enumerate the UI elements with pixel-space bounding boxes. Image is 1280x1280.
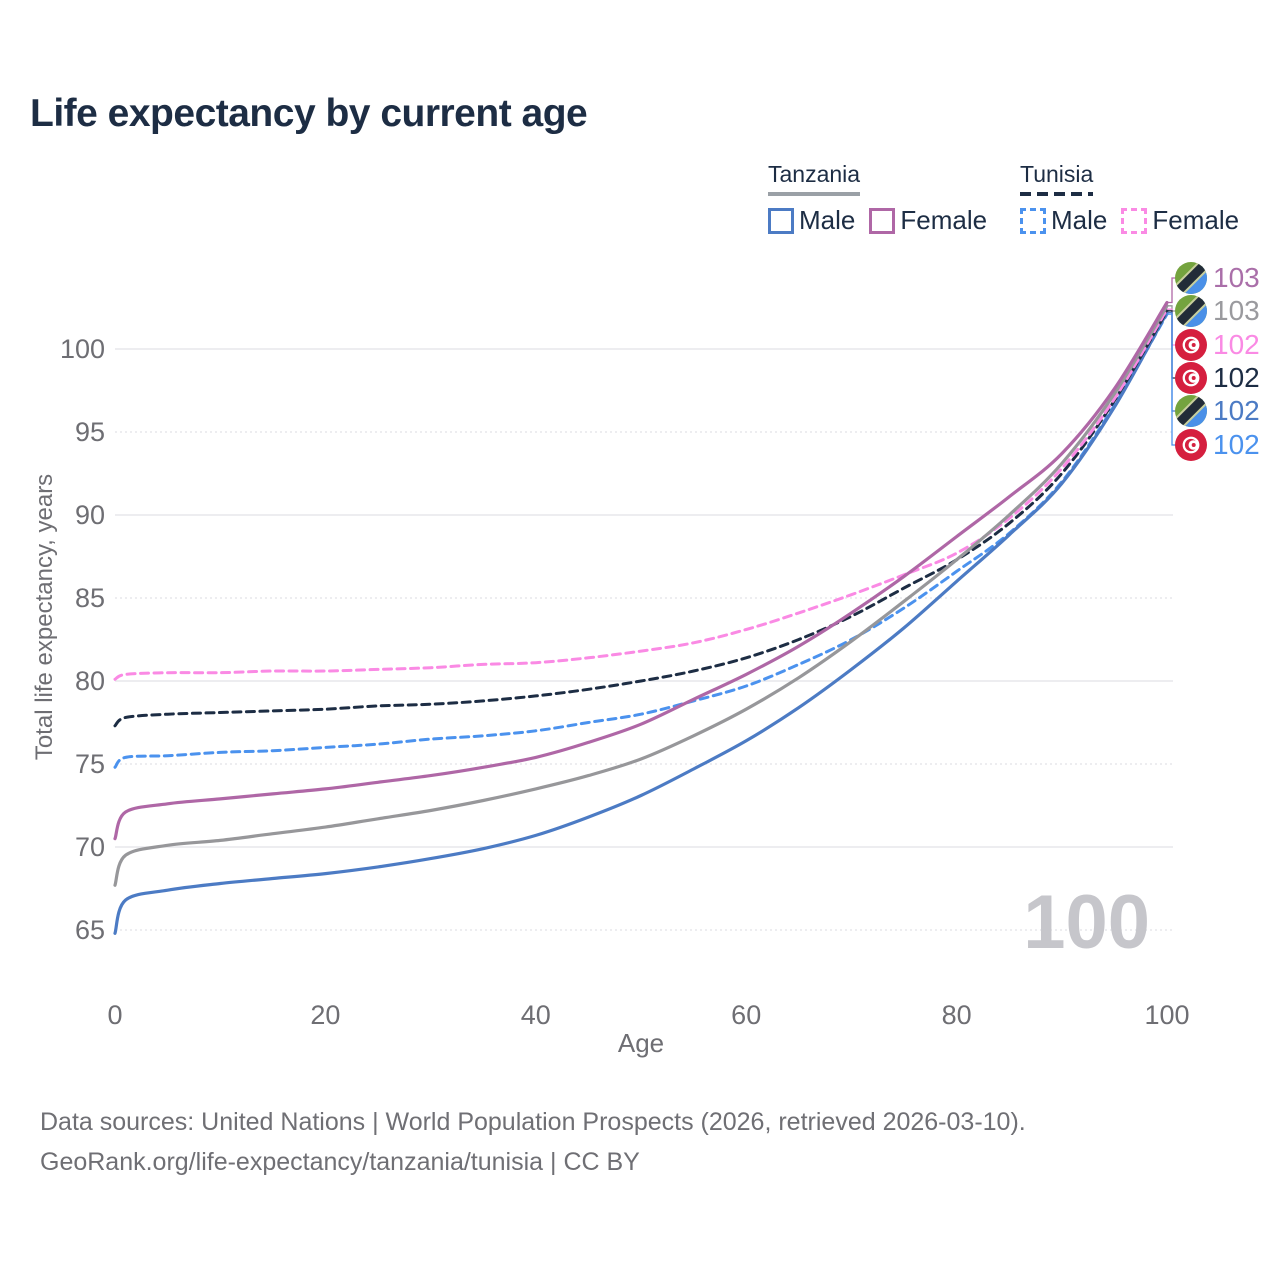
- end-label-tunisia-female: 102: [1213, 329, 1260, 360]
- flag-icon-tunisia: [1175, 329, 1207, 361]
- end-label-tanzania-both-sexes: 103: [1213, 295, 1260, 326]
- series-line-tanzania-both-sexes: [113, 304, 1169, 887]
- end-label-tanzania-female: 103: [1213, 262, 1260, 293]
- y-tick-80: 80: [75, 666, 105, 696]
- end-label-connector-tunisia-male: [1167, 313, 1176, 446]
- series-line-tunisia-male: [113, 312, 1169, 769]
- x-tick-20: 20: [310, 1000, 340, 1030]
- legend-country-tanzania: Tanzania: [768, 161, 861, 187]
- x-axis-title: Age: [618, 1028, 664, 1058]
- legend-group-tunisia: Tunisia Male Female: [1020, 161, 1239, 236]
- legend-item-tanzania-female[interactable]: Female: [869, 205, 987, 236]
- y-tick-95: 95: [75, 417, 105, 447]
- tunisia-male-label: Male: [1051, 205, 1108, 235]
- end-label-connector-tanzania-female: [1167, 277, 1176, 304]
- legend-item-tunisia-female[interactable]: Female: [1121, 205, 1239, 236]
- legend-country-tunisia: Tunisia: [1020, 161, 1094, 187]
- end-label-tunisia-both-sexes: 102: [1213, 362, 1260, 393]
- series-line-tanzania-male: [113, 310, 1169, 935]
- x-tick-0: 0: [107, 1000, 122, 1030]
- tanzania-female-swatch-icon: [869, 207, 896, 234]
- flag-icon-tanzania: [1173, 293, 1209, 329]
- end-label-connector-tanzania-both-sexes: [1167, 305, 1176, 312]
- flag-icon-tanzania: [1173, 393, 1209, 429]
- legend-head-tanzania: Tanzania: [768, 161, 861, 196]
- end-label-tanzania-male: 102: [1213, 395, 1260, 426]
- tanzania-solid-line-sample: [768, 192, 861, 196]
- y-tick-90: 90: [75, 500, 105, 530]
- y-tick-65: 65: [75, 915, 105, 945]
- data-sources-line: Data sources: United Nations | World Pop…: [40, 1108, 1026, 1136]
- tanzania-male-label: Male: [799, 205, 856, 235]
- age-counter-watermark: 100: [1023, 880, 1150, 965]
- y-tick-85: 85: [75, 583, 105, 613]
- flag-icon-tanzania: [1173, 260, 1209, 296]
- tanzania-male-swatch-icon: [768, 207, 794, 234]
- y-tick-75: 75: [75, 749, 105, 779]
- flag-icon-tunisia: [1175, 429, 1207, 461]
- tunisia-dashed-line-sample: [1020, 192, 1094, 196]
- series-line-tunisia-both-sexes: [113, 309, 1169, 728]
- tunisia-female-swatch-icon: [1121, 207, 1148, 234]
- legend-item-tanzania-male[interactable]: Male: [768, 205, 855, 236]
- end-label-tunisia-male: 102: [1213, 429, 1260, 460]
- series-line-tunisia-female: [113, 307, 1169, 681]
- tunisia-male-swatch-icon: [1020, 207, 1046, 234]
- tunisia-female-label: Female: [1152, 205, 1240, 235]
- tanzania-female-label: Female: [900, 205, 988, 235]
- x-tick-100: 100: [1144, 1000, 1189, 1030]
- flag-icon-tunisia: [1175, 362, 1207, 394]
- page-title: Life expectancy by current age: [30, 92, 588, 135]
- x-tick-40: 40: [521, 1000, 551, 1030]
- legend-item-tunisia-male[interactable]: Male: [1020, 205, 1107, 236]
- series-line-tanzania-female: [113, 300, 1169, 841]
- legend-group-tanzania: Tanzania Male Female: [768, 161, 987, 236]
- x-tick-60: 60: [731, 1000, 761, 1030]
- y-tick-100: 100: [60, 334, 105, 364]
- y-axis-title: Total life expectancy, years: [31, 474, 58, 760]
- attribution-line: GeoRank.org/life-expectancy/tanzania/tun…: [40, 1148, 640, 1176]
- y-tick-70: 70: [75, 832, 105, 862]
- x-tick-80: 80: [942, 1000, 972, 1030]
- legend-head-tunisia: Tunisia: [1020, 161, 1094, 196]
